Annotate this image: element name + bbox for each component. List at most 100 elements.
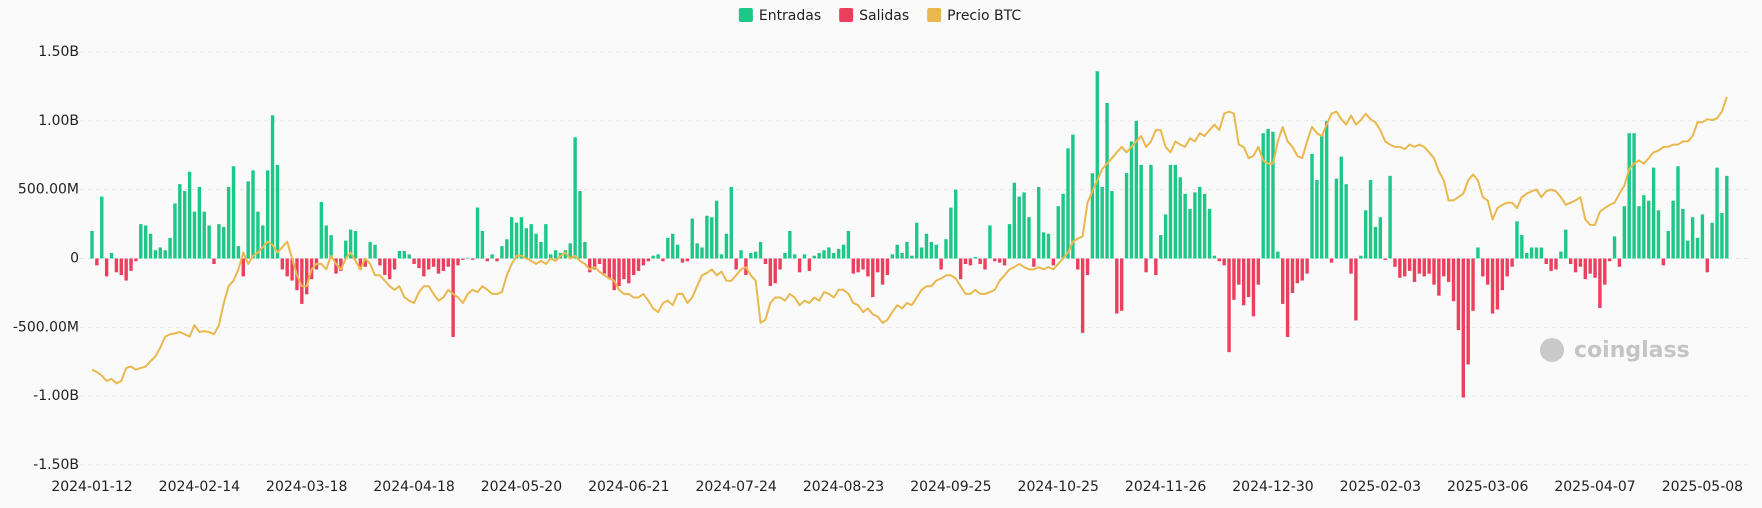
bar bbox=[617, 258, 621, 287]
bar bbox=[139, 224, 143, 259]
bar bbox=[1232, 258, 1236, 300]
bar bbox=[1300, 258, 1304, 281]
bar bbox=[417, 258, 421, 269]
y-tick-label: 500.00M bbox=[18, 182, 79, 198]
bar bbox=[1583, 258, 1587, 280]
bar bbox=[1666, 230, 1670, 259]
bar bbox=[802, 254, 807, 259]
bar bbox=[597, 258, 602, 265]
bar bbox=[1686, 240, 1690, 259]
bar bbox=[519, 217, 524, 259]
bar bbox=[1163, 214, 1168, 259]
bar bbox=[734, 258, 738, 270]
bar bbox=[148, 233, 153, 259]
bar bbox=[1007, 224, 1012, 259]
bar bbox=[1442, 258, 1446, 277]
bar bbox=[1212, 255, 1217, 259]
bar bbox=[607, 258, 611, 280]
bar bbox=[1451, 258, 1456, 302]
y-tick-label: -500.00M bbox=[13, 319, 79, 335]
bar bbox=[90, 230, 94, 259]
x-tick-label: 2024-08-23 bbox=[803, 479, 884, 495]
bar bbox=[168, 237, 172, 259]
bar bbox=[285, 258, 289, 277]
legend-label: Salidas bbox=[859, 8, 909, 24]
bar bbox=[1632, 133, 1636, 259]
bar bbox=[1115, 258, 1119, 314]
bar bbox=[612, 258, 616, 291]
x-tick-label: 2024-02-14 bbox=[159, 479, 240, 495]
x-tick-label: 2025-02-03 bbox=[1340, 479, 1421, 495]
bar bbox=[509, 217, 514, 259]
bar bbox=[944, 239, 948, 259]
bar bbox=[1700, 214, 1705, 259]
bar bbox=[1617, 258, 1622, 267]
bar bbox=[1661, 258, 1666, 266]
bar bbox=[622, 258, 626, 280]
bar bbox=[1354, 258, 1358, 321]
watermark: coinglass bbox=[1540, 338, 1690, 363]
bar bbox=[319, 202, 324, 259]
bar bbox=[1281, 258, 1285, 304]
legend-swatch bbox=[839, 8, 854, 22]
bar bbox=[187, 171, 192, 259]
bar bbox=[841, 244, 846, 259]
bar bbox=[641, 258, 646, 266]
bar bbox=[1046, 233, 1051, 259]
bar bbox=[1549, 258, 1553, 271]
bar bbox=[1344, 184, 1348, 259]
bar bbox=[1134, 120, 1139, 259]
bar bbox=[1446, 258, 1451, 282]
bar bbox=[1271, 131, 1275, 259]
bar bbox=[368, 241, 372, 259]
bar bbox=[451, 258, 455, 337]
x-tick-label: 2025-03-06 bbox=[1447, 479, 1528, 495]
bar bbox=[949, 207, 953, 259]
bar bbox=[514, 222, 519, 259]
bar bbox=[1378, 217, 1383, 259]
y-tick-label: -1.00B bbox=[33, 388, 79, 404]
bar bbox=[1017, 196, 1021, 259]
bar bbox=[1202, 193, 1207, 259]
bar bbox=[924, 233, 929, 259]
bar bbox=[402, 250, 407, 259]
bar bbox=[1612, 236, 1617, 259]
bar bbox=[1539, 247, 1544, 259]
bar bbox=[143, 225, 148, 259]
bar bbox=[807, 258, 812, 271]
x-tick-label: 2024-06-21 bbox=[588, 479, 669, 495]
bar bbox=[1544, 258, 1548, 265]
bar bbox=[1676, 166, 1680, 259]
bar bbox=[231, 166, 236, 259]
bar bbox=[1642, 195, 1646, 259]
bar bbox=[1407, 258, 1412, 271]
bar bbox=[685, 258, 690, 262]
bar bbox=[958, 258, 963, 280]
bar bbox=[671, 233, 675, 259]
bar bbox=[793, 254, 797, 259]
bar bbox=[505, 239, 509, 259]
bar bbox=[695, 243, 699, 259]
bar bbox=[988, 225, 992, 259]
bar bbox=[1525, 252, 1529, 259]
bar bbox=[1422, 258, 1426, 277]
bar bbox=[104, 258, 109, 277]
bar bbox=[1041, 232, 1046, 259]
bar bbox=[1603, 258, 1607, 285]
bar bbox=[661, 258, 665, 262]
bar bbox=[1725, 175, 1729, 259]
legend-swatch bbox=[927, 8, 942, 22]
bar bbox=[1305, 258, 1309, 274]
bar bbox=[919, 247, 924, 259]
bar bbox=[1022, 192, 1026, 259]
bar bbox=[1198, 186, 1202, 259]
bar bbox=[690, 218, 694, 259]
bar bbox=[358, 258, 363, 270]
bar bbox=[1310, 153, 1314, 259]
bar bbox=[392, 258, 397, 270]
bar bbox=[1681, 208, 1685, 259]
bar bbox=[934, 244, 938, 259]
bar bbox=[963, 258, 968, 265]
bar bbox=[1554, 258, 1558, 270]
bar bbox=[797, 258, 802, 273]
